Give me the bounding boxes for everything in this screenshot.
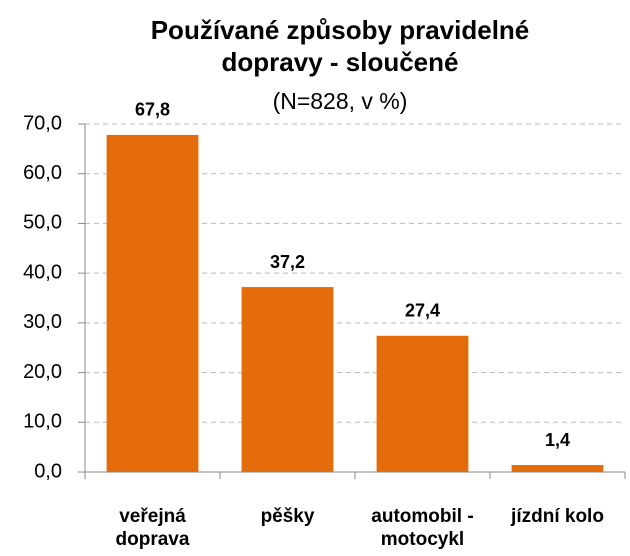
- y-tick-label: 10,0: [23, 411, 62, 433]
- x-tick-label: jízdní kolo: [511, 506, 604, 527]
- x-tick-label: veřejná doprava: [115, 506, 190, 550]
- y-tick-label: 30,0: [23, 311, 62, 333]
- chart-title: Používané způsoby pravidelné dopravy - s…: [150, 15, 530, 77]
- data-label: 37,2: [270, 252, 305, 272]
- y-tick-label: 20,0: [23, 361, 62, 383]
- data-label: 27,4: [405, 301, 440, 321]
- y-tick-label: 70,0: [23, 112, 62, 134]
- y-tick-label: 60,0: [23, 162, 62, 184]
- y-tick-label: 50,0: [23, 212, 62, 234]
- data-label: 1,4: [545, 430, 570, 450]
- data-label: 67,8: [135, 100, 170, 120]
- bar: [511, 465, 604, 472]
- bar: [376, 335, 469, 472]
- chart-subtitle: (N=828, v %): [272, 88, 408, 114]
- y-tick-label: 0,0: [34, 460, 62, 482]
- bar: [106, 134, 199, 473]
- bar: [241, 287, 334, 472]
- y-tick-label: 40,0: [23, 261, 62, 283]
- x-tick-label: pěšky: [260, 506, 315, 527]
- x-tick-label: automobil - motocykl: [371, 506, 474, 550]
